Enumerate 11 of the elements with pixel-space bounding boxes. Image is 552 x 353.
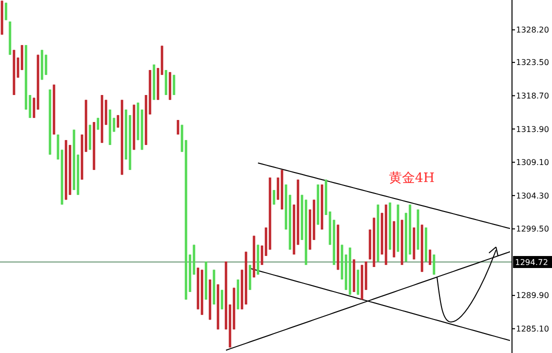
y-tick-label: 1323.50: [516, 58, 550, 68]
y-tick-label: 1299.50: [516, 224, 550, 234]
y-tick-label: 1309.10: [516, 158, 550, 168]
y-tick-label: 1313.90: [516, 124, 550, 134]
ref-line-label: 1294.72: [515, 258, 548, 267]
y-tick-label: 1285.10: [516, 324, 550, 334]
y-tick-label: 1304.30: [516, 191, 550, 200]
y-tick-label: 1328.20: [516, 26, 550, 35]
y-tick-label: 1318.70: [516, 92, 550, 101]
y-tick-label: 1289.90: [516, 291, 550, 300]
annotation: 黄金4H: [389, 171, 435, 186]
